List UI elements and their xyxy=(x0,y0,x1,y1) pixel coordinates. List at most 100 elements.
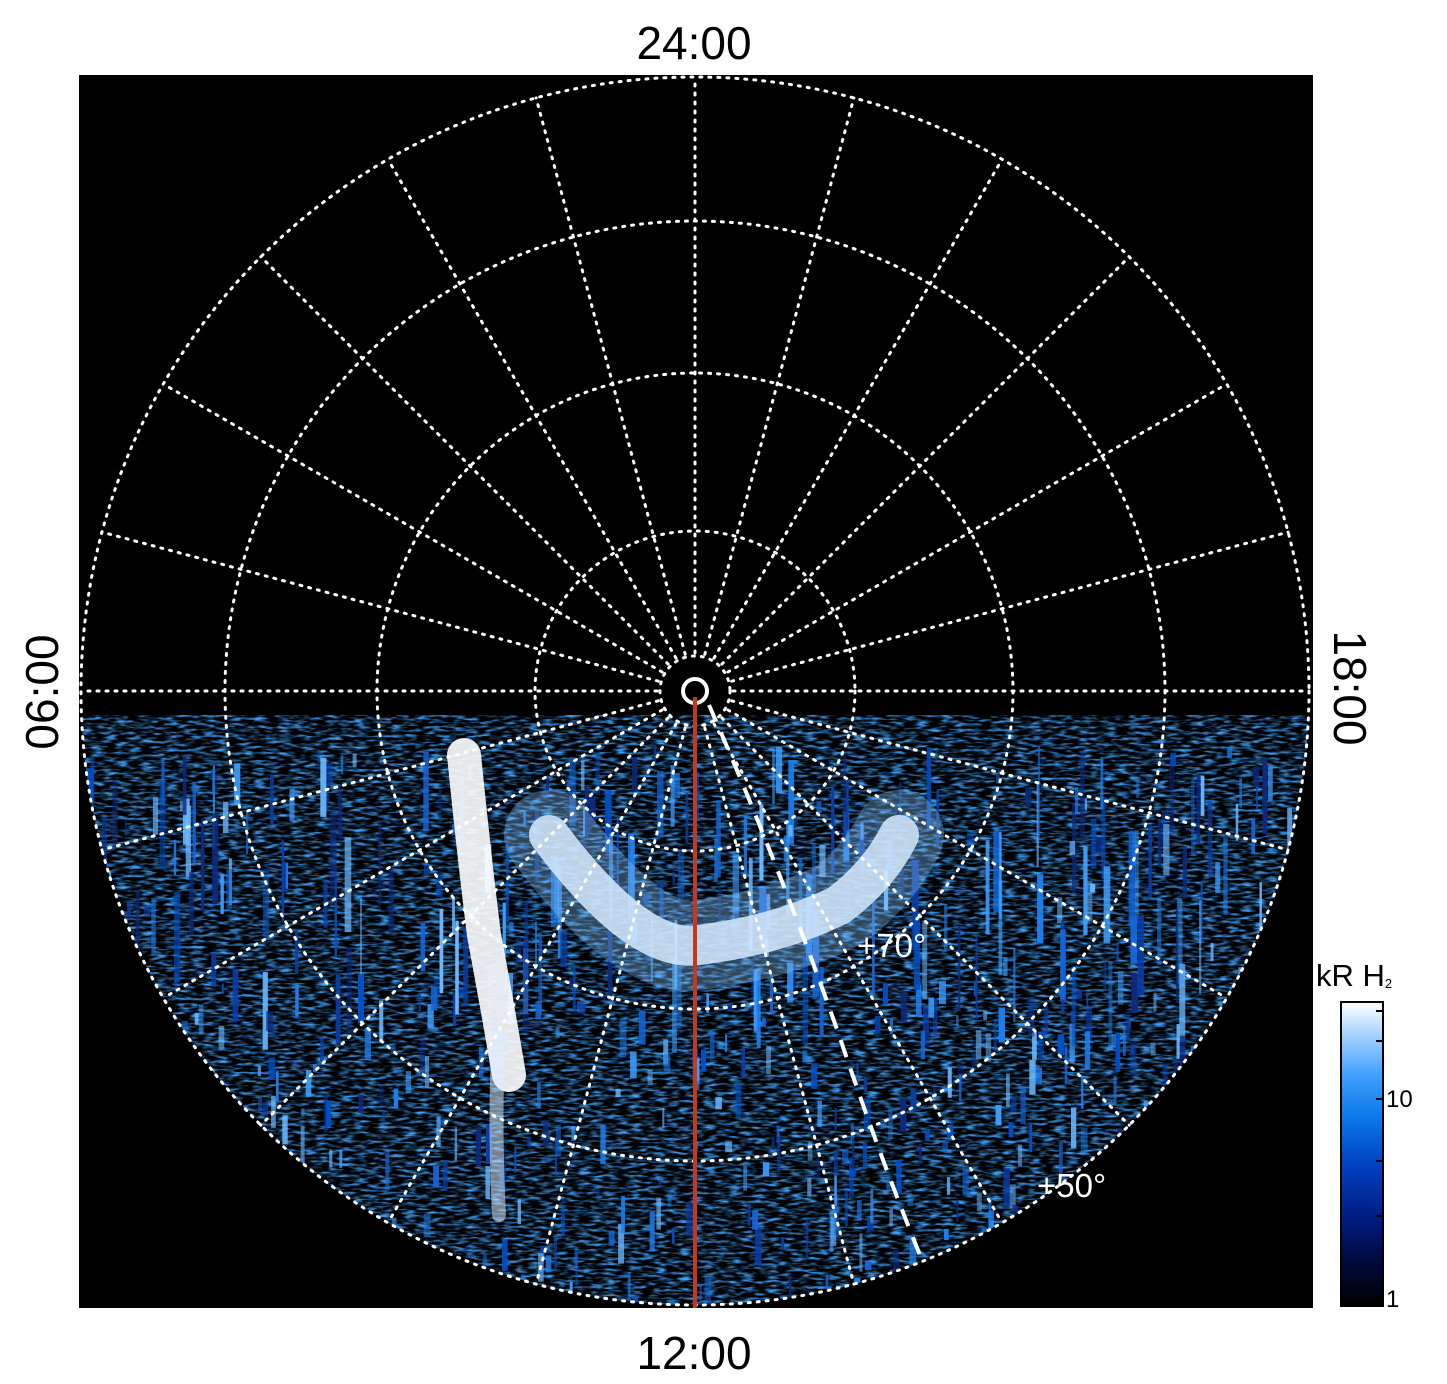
emission-streak xyxy=(685,792,689,843)
emission-streak xyxy=(535,1003,542,1020)
emission-streak xyxy=(122,980,129,995)
emission-streak xyxy=(234,763,241,806)
emission-streak xyxy=(1116,942,1120,961)
lt-meridian xyxy=(161,382,664,674)
emission-streak xyxy=(1176,898,1183,984)
emission-streak xyxy=(127,1249,133,1262)
emission-streak xyxy=(152,796,159,835)
emission-streak xyxy=(971,1051,977,1067)
emission-streak xyxy=(1283,917,1291,991)
emission-streak xyxy=(87,868,94,931)
emission-streak xyxy=(1101,797,1106,879)
emission-streak xyxy=(297,1249,300,1281)
emission-streak xyxy=(583,805,586,837)
emission-streak xyxy=(1255,1229,1259,1244)
emission-streak xyxy=(1287,1143,1295,1159)
emission-streak xyxy=(956,1199,959,1222)
emission-streak xyxy=(349,1284,355,1305)
emission-streak xyxy=(658,1179,662,1188)
emission-streak xyxy=(540,1245,545,1258)
emission-streak xyxy=(995,1104,1002,1126)
emission-streak xyxy=(1177,1119,1184,1151)
emission-streak xyxy=(596,1189,600,1202)
emission-streak xyxy=(900,993,908,1023)
emission-streak xyxy=(928,997,935,1018)
emission-streak xyxy=(292,1219,299,1251)
emission-streak xyxy=(455,920,459,1015)
emission-streak xyxy=(454,1127,458,1161)
emission-streak xyxy=(1191,1045,1196,1078)
emission-streak xyxy=(996,774,1000,784)
emission-streak xyxy=(725,1034,728,1052)
bright-arc-halo xyxy=(504,790,944,991)
emission-streak xyxy=(1128,830,1135,927)
emission-streak xyxy=(1008,1122,1014,1138)
emission-streak xyxy=(405,1071,412,1093)
emission-streak xyxy=(1262,759,1268,835)
emission-streak xyxy=(1130,1042,1137,1076)
emission-streak xyxy=(1060,929,1066,1000)
emission-streak xyxy=(663,1039,669,1065)
emission-streak xyxy=(424,1056,430,1088)
colorbar-title: kR H2 xyxy=(1316,958,1392,994)
emission-streak xyxy=(568,978,572,989)
emission-streak xyxy=(772,748,775,805)
emission-streak xyxy=(420,922,426,972)
emission-streak xyxy=(270,774,274,825)
emission-streak xyxy=(173,839,177,876)
emission-streak xyxy=(151,898,156,956)
emission-streak xyxy=(833,1150,838,1177)
emission-streak xyxy=(514,1148,517,1173)
emission-streak xyxy=(920,1030,925,1060)
emission-streak xyxy=(281,840,285,922)
emission-streak xyxy=(206,1149,211,1185)
emission-streak xyxy=(1080,1076,1084,1110)
emission-streak xyxy=(1058,1141,1063,1181)
emission-streak xyxy=(1144,1100,1149,1130)
emission-streak xyxy=(1037,1031,1044,1059)
emission-streak xyxy=(433,1165,440,1188)
emission-streak xyxy=(1125,1014,1130,1041)
emission-streak xyxy=(413,1274,419,1305)
emission-streak xyxy=(171,1177,179,1213)
emission-streak xyxy=(777,1136,781,1173)
emission-streak xyxy=(1090,884,1096,892)
emission-streak xyxy=(600,1125,606,1165)
emission-streak xyxy=(1091,1281,1094,1305)
emission-streak xyxy=(771,1137,775,1150)
emission-streak xyxy=(852,1138,855,1171)
emission-streak xyxy=(276,1173,279,1209)
emission-streak xyxy=(516,938,522,964)
emission-streak xyxy=(328,763,333,785)
emission-streak xyxy=(1148,825,1152,898)
emission-streak xyxy=(706,993,709,1013)
emission-streak xyxy=(81,1020,85,1037)
emission-streak xyxy=(554,1138,557,1176)
lt-meridian xyxy=(100,699,660,852)
emission-streak xyxy=(849,1168,856,1177)
emission-streak xyxy=(189,871,195,936)
emission-streak xyxy=(1188,1072,1195,1086)
emission-streak xyxy=(872,902,875,994)
emission-streak xyxy=(202,1156,205,1196)
emission-streak xyxy=(1035,1067,1042,1085)
emission-streak xyxy=(174,972,178,995)
emission-streak xyxy=(1131,973,1139,1013)
emission-streak xyxy=(479,1046,484,1078)
emission-streak xyxy=(295,984,299,1017)
emission-streak xyxy=(352,753,357,768)
emission-streak xyxy=(142,1075,147,1108)
emission-streak xyxy=(255,1234,261,1254)
emission-streak xyxy=(811,1063,818,1089)
emission-streak xyxy=(1090,1200,1098,1234)
emission-streak xyxy=(956,1015,959,1027)
emission-streak xyxy=(584,788,589,839)
emission-streak xyxy=(1113,1075,1117,1104)
emission-streak xyxy=(672,872,675,885)
emission-streak xyxy=(1305,805,1309,827)
emission-streak xyxy=(863,1097,871,1131)
emission-streak xyxy=(805,1218,808,1259)
emission-streak xyxy=(819,966,824,1036)
emission-streak xyxy=(452,898,455,935)
emission-streak xyxy=(475,1127,482,1167)
